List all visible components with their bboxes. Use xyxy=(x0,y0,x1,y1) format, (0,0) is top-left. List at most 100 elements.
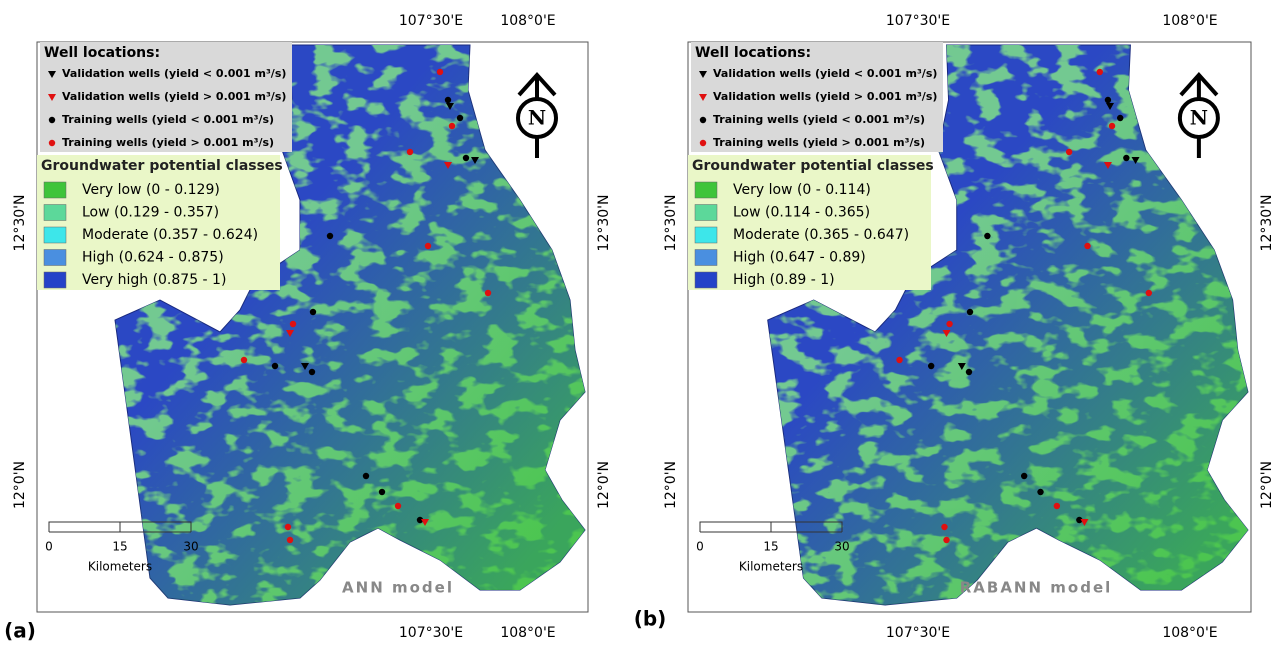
well-marker xyxy=(407,149,413,155)
class-swatch xyxy=(695,205,717,221)
well-marker xyxy=(1146,290,1152,296)
bottom-coordinate: 108°0'E xyxy=(1162,625,1217,641)
panel-label: (b) xyxy=(634,607,667,631)
well-marker xyxy=(1021,473,1027,479)
wells-legend-item: Training wells (yield > 0.001 m³/s) xyxy=(713,136,925,149)
well-marker xyxy=(310,309,316,315)
well-marker xyxy=(290,321,296,327)
legend-symbol xyxy=(700,117,706,123)
scale-unit: Kilometers xyxy=(739,560,803,574)
well-marker xyxy=(1084,243,1090,249)
top-coordinate: 108°0'E xyxy=(500,13,555,29)
well-marker xyxy=(943,537,949,543)
well-marker xyxy=(967,309,973,315)
well-marker xyxy=(485,290,491,296)
scale-tick: 30 xyxy=(183,540,198,554)
well-marker xyxy=(984,233,990,239)
well-marker xyxy=(941,524,947,530)
class-swatch xyxy=(44,227,66,243)
well-marker xyxy=(463,155,469,161)
class-label: Moderate (0.365 - 0.647) xyxy=(733,227,909,243)
class-swatch xyxy=(695,227,717,243)
class-label: Very low (0 - 0.114) xyxy=(733,182,871,198)
well-marker xyxy=(896,357,902,363)
well-marker xyxy=(1105,97,1111,103)
left-coordinate: 12°0'N xyxy=(12,461,28,509)
scale-tick: 0 xyxy=(696,540,704,554)
well-marker xyxy=(425,243,431,249)
wells-legend-item: Training wells (yield > 0.001 m³/s) xyxy=(62,136,274,149)
class-label: Very low (0 - 0.129) xyxy=(82,182,220,198)
well-marker xyxy=(946,321,952,327)
right-coordinate: 12°0'N xyxy=(1259,461,1274,509)
well-marker xyxy=(1097,69,1103,75)
scale-tick: 30 xyxy=(834,540,849,554)
scale-tick: 0 xyxy=(45,540,53,554)
legend-symbol xyxy=(49,117,55,123)
class-label: Moderate (0.357 - 0.624) xyxy=(82,227,258,243)
class-label: Low (0.114 - 0.365) xyxy=(733,205,870,221)
north-label: N xyxy=(528,106,546,130)
class-swatch xyxy=(44,205,66,221)
well-marker xyxy=(309,369,315,375)
figure: 107°30'E 107°30'E 12°30'N 12°30'N 108°0'E 108… xyxy=(0,0,1274,646)
map-panel: 107°30'E 107°30'E 12°30'N 12°30'N 108°0'E 108… xyxy=(4,13,612,643)
class-swatch xyxy=(695,272,717,288)
well-marker xyxy=(327,233,333,239)
well-marker xyxy=(457,115,463,121)
well-marker xyxy=(1054,503,1060,509)
top-coordinate: 107°30'E xyxy=(399,13,463,29)
wells-legend-item: Training wells (yield < 0.001 m³/s) xyxy=(713,113,925,126)
well-marker xyxy=(285,524,291,530)
left-coordinate: 12°0'N xyxy=(663,461,679,509)
right-coordinate: 12°0'N xyxy=(596,461,612,509)
well-marker xyxy=(241,357,247,363)
scale-tick: 15 xyxy=(112,540,127,554)
well-marker xyxy=(363,473,369,479)
right-coordinate: 12°30'N xyxy=(596,195,612,252)
class-swatch xyxy=(44,250,66,266)
class-swatch xyxy=(695,250,717,266)
well-marker xyxy=(395,503,401,509)
class-label: Low (0.129 - 0.357) xyxy=(82,205,219,221)
wells-legend-item: Validation wells (yield < 0.001 m³/s) xyxy=(713,67,937,80)
class-swatch xyxy=(44,182,66,198)
model-name: RABANN model xyxy=(960,579,1113,597)
class-label: High (0.624 - 0.875) xyxy=(82,250,224,266)
scale-tick: 15 xyxy=(763,540,778,554)
bottom-coordinate: 108°0'E xyxy=(500,625,555,641)
wells-legend-item: Validation wells (yield > 0.001 m³/s) xyxy=(62,90,286,103)
panel-label: (a) xyxy=(4,619,36,643)
top-coordinate: 108°0'E xyxy=(1162,13,1217,29)
classes-legend-title: Groundwater potential classes xyxy=(41,158,283,174)
well-marker xyxy=(928,363,934,369)
left-coordinate: 12°30'N xyxy=(12,195,28,252)
well-marker xyxy=(1123,155,1129,161)
well-marker xyxy=(449,123,455,129)
model-name: ANN model xyxy=(342,579,454,597)
well-marker xyxy=(272,363,278,369)
bottom-coordinate: 107°30'E xyxy=(399,625,463,641)
legend-symbol xyxy=(49,140,55,146)
class-label: Very high (0.875 - 1) xyxy=(82,272,226,288)
bottom-coordinate: 107°30'E xyxy=(886,625,950,641)
class-label: High (0.89 - 1) xyxy=(733,272,835,288)
classes-legend-title: Groundwater potential classes xyxy=(692,158,934,174)
well-marker xyxy=(379,489,385,495)
wells-legend-title: Well locations: xyxy=(44,45,160,61)
classes-legend-bg xyxy=(688,155,931,290)
right-coordinate: 12°30'N xyxy=(1259,195,1274,252)
wells-legend-title: Well locations: xyxy=(695,45,811,61)
well-marker xyxy=(1117,115,1123,121)
wells-legend-item: Training wells (yield < 0.001 m³/s) xyxy=(62,113,274,126)
well-marker xyxy=(445,97,451,103)
wells-legend-item: Validation wells (yield < 0.001 m³/s) xyxy=(62,67,286,80)
top-coordinate: 107°30'E xyxy=(886,13,950,29)
wells-legend-item: Validation wells (yield > 0.001 m³/s) xyxy=(713,90,937,103)
class-label: High (0.647 - 0.89) xyxy=(733,250,866,266)
well-marker xyxy=(437,69,443,75)
well-marker xyxy=(1109,123,1115,129)
class-swatch xyxy=(695,182,717,198)
north-label: N xyxy=(1190,106,1208,130)
